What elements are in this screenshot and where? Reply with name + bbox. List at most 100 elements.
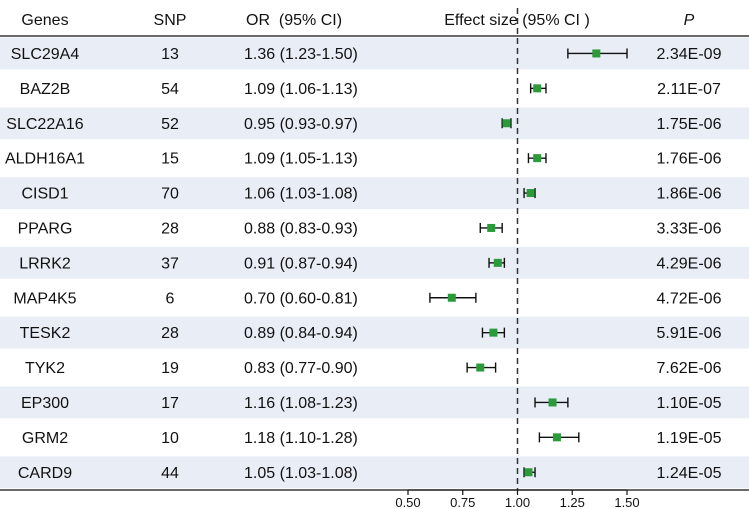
- table-row: CISD1 70 1.06 (1.03-1.08) 1.86E-06: [21, 186, 721, 203]
- x-tick-label: 1.25: [560, 495, 585, 509]
- effect-mark: [501, 118, 512, 129]
- or-point: [548, 398, 557, 407]
- row-stripe: [0, 316, 749, 349]
- row-stripe: [0, 107, 749, 140]
- snp-count: 37: [161, 255, 179, 272]
- effect-mark: [567, 48, 628, 59]
- gene-name: ALDH16A1: [5, 151, 85, 168]
- gene-name: LRRK2: [19, 255, 71, 272]
- effect-mark: [538, 432, 580, 443]
- table-row: SLC22A16 52 0.95 (0.93-0.97) 1.75E-06: [6, 116, 721, 133]
- p-value: 2.34E-09: [657, 46, 722, 63]
- snp-count: 13: [161, 46, 179, 63]
- effect-mark: [534, 397, 569, 408]
- snp-count: 70: [161, 186, 179, 203]
- p-value: 2.11E-07: [657, 81, 721, 98]
- table-row: TYK2 19 0.83 (0.77-0.90) 7.62E-06: [25, 360, 722, 377]
- or-ci-value: 1.18 (1.10-1.28): [244, 430, 358, 447]
- header-snp: SNP: [154, 12, 187, 29]
- or-ci-value: 0.89 (0.84-0.94): [244, 325, 358, 342]
- gene-name: TESK2: [20, 325, 71, 342]
- effect-mark: [488, 257, 506, 268]
- table-row: PPARG 28 0.88 (0.83-0.93) 3.33E-06: [18, 220, 722, 237]
- row-stripes: [0, 37, 749, 489]
- table-row: MAP4K5 6 0.70 (0.60-0.81) 4.72E-06: [13, 290, 721, 307]
- gene-name: BAZ2B: [20, 81, 71, 98]
- p-value: 3.33E-06: [657, 220, 722, 237]
- or-point: [524, 468, 533, 477]
- table-header: Genes SNP OR (95% CI) Effect size (95% C…: [21, 12, 694, 29]
- effect-mark: [523, 188, 536, 199]
- p-value: 7.62E-06: [657, 360, 722, 377]
- table-row: GRM2 10 1.18 (1.10-1.28) 1.19E-05: [22, 430, 722, 447]
- x-tick-label: 0.75: [450, 495, 475, 509]
- gene-name: TYK2: [25, 360, 65, 377]
- or-point: [447, 293, 456, 302]
- or-ci-value: 0.88 (0.83-0.93): [244, 220, 358, 237]
- or-point: [533, 84, 542, 93]
- or-point: [533, 154, 542, 163]
- x-axis: 0.50 0.75 1.00 1.25 1.50: [395, 489, 640, 509]
- effect-mark: [479, 222, 503, 233]
- table-rows: SLC29A4 13 1.36 (1.23-1.50) 2.34E-09 BAZ2B 54…: [5, 46, 722, 482]
- or-ci-value: 1.09 (1.06-1.13): [244, 81, 358, 98]
- effect-marks: [429, 48, 628, 478]
- or-point: [489, 328, 498, 337]
- row-stripe: [0, 386, 749, 419]
- table-row: CARD9 44 1.05 (1.03-1.08) 1.24E-05: [18, 465, 722, 482]
- or-ci-value: 0.91 (0.87-0.94): [244, 255, 358, 272]
- gene-name: SLC22A16: [6, 116, 83, 133]
- or-point: [493, 258, 502, 267]
- row-stripe: [0, 37, 749, 70]
- snp-count: 44: [161, 465, 179, 482]
- p-value: 1.86E-06: [657, 186, 722, 203]
- table-row: TESK2 28 0.89 (0.84-0.94) 5.91E-06: [20, 325, 722, 342]
- or-ci-value: 1.06 (1.03-1.08): [244, 186, 358, 203]
- row-stripe: [0, 177, 749, 209]
- header-p: P: [684, 12, 695, 29]
- or-point: [526, 189, 535, 198]
- x-tick-label: 0.50: [395, 495, 420, 509]
- gene-name: PPARG: [18, 220, 73, 237]
- x-tick-label: 1.00: [505, 495, 530, 509]
- snp-count: 28: [161, 325, 179, 342]
- p-value: 1.10E-05: [657, 395, 722, 412]
- p-value: 4.72E-06: [657, 290, 722, 307]
- or-ci-value: 1.16 (1.08-1.23): [244, 395, 358, 412]
- or-ci-value: 0.95 (0.93-0.97): [244, 116, 358, 133]
- x-tick-label: 1.50: [614, 495, 639, 509]
- or-ci-value: 0.83 (0.77-0.90): [244, 360, 358, 377]
- or-point: [592, 49, 601, 58]
- or-ci-value: 1.09 (1.05-1.13): [244, 151, 358, 168]
- effect-mark: [429, 292, 477, 303]
- row-stripe: [0, 246, 749, 279]
- gene-name: EP300: [21, 395, 69, 412]
- or-point: [502, 119, 511, 128]
- snp-count: 52: [161, 116, 179, 133]
- table-row: BAZ2B 54 1.09 (1.06-1.13) 2.11E-07: [20, 81, 721, 98]
- or-ci-value: 1.05 (1.03-1.08): [244, 465, 358, 482]
- snp-count: 54: [161, 81, 179, 98]
- table-row: ALDH16A1 15 1.09 (1.05-1.13) 1.76E-06: [5, 151, 722, 168]
- effect-mark: [529, 83, 547, 94]
- table-row: EP300 17 1.16 (1.08-1.23) 1.10E-05: [21, 395, 722, 412]
- gene-name: GRM2: [22, 430, 68, 447]
- p-value: 1.24E-05: [657, 465, 722, 482]
- p-value: 1.19E-05: [657, 430, 722, 447]
- or-point: [487, 223, 496, 232]
- effect-mark: [523, 467, 536, 478]
- table-row: SLC29A4 13 1.36 (1.23-1.50) 2.34E-09: [11, 46, 722, 63]
- snp-count: 19: [161, 360, 179, 377]
- gene-name: SLC29A4: [11, 46, 80, 63]
- gene-name: CARD9: [18, 465, 72, 482]
- effect-mark: [527, 153, 547, 164]
- or-ci-value: 0.70 (0.60-0.81): [244, 290, 358, 307]
- or-point: [552, 433, 561, 442]
- snp-count: 17: [161, 395, 179, 412]
- header-or: OR (95% CI): [246, 12, 342, 29]
- gene-name: CISD1: [21, 186, 68, 203]
- snp-count: 15: [161, 151, 179, 168]
- table-row: LRRK2 37 0.91 (0.87-0.94) 4.29E-06: [19, 255, 721, 272]
- header-genes: Genes: [21, 12, 68, 29]
